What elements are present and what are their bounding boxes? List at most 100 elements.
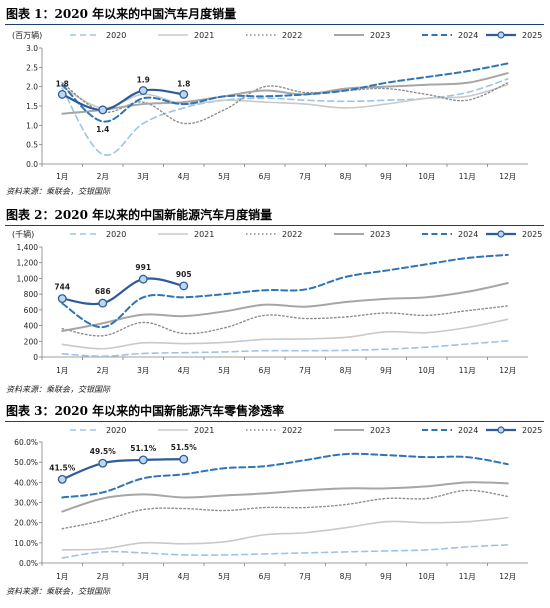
y-tick-label: 0.0% [19,559,38,568]
legend-item-2022: 2022 [246,31,302,40]
data-point-2025 [138,86,148,95]
series-line-2022 [61,489,509,530]
svg-text:2021: 2021 [194,31,214,40]
x-tick-label: 2月 [97,366,109,375]
svg-text:2020: 2020 [106,31,126,40]
data-point-2025 [138,455,148,465]
series-line-2020 [61,78,509,156]
series-line-2025 [61,458,185,481]
series-line-2025 [61,277,185,306]
y-tick-label: 0 [33,353,38,362]
y-tick-label: 1.0 [26,121,38,130]
chart-panel-3: 图表 3：2020 年以来的中国新能源汽车零售渗透率 2020 2021 2022 2… [0,399,550,606]
x-tick-label: 1月 [56,366,68,375]
svg-text:2022: 2022 [282,426,302,435]
x-tick-label: 5月 [218,572,230,581]
y-tick-label: 3.0 [26,44,38,53]
x-tick-label: 3月 [137,572,149,581]
svg-text:2024: 2024 [458,31,478,40]
data-label: 744 [54,283,70,292]
x-tick-label: 12月 [499,366,516,375]
series-line-2023 [61,481,509,513]
chart-title-bar: 图表 2：2020 年以来的中国新能源汽车月度销量 [5,203,544,226]
data-point-2025 [57,474,67,484]
data-point-2025 [179,454,189,464]
y-tick-label: 2.5 [26,63,38,72]
x-tick-label: 10月 [418,366,435,375]
y-tick-label: 1.5 [26,102,38,111]
x-tick-label: 8月 [340,172,352,181]
x-tick-label: 9月 [380,572,392,581]
svg-text:2024: 2024 [458,230,478,239]
chart-title: 图表 1：2020 年以来的中国汽车月度销量 [6,7,237,21]
legend-item-2023: 2023 [334,31,390,40]
legend-item-2021: 2021 [158,426,214,435]
chart-1-plot: (百万辆) 2020 2021 2022 2023 2024 2025 0.0 0.5 1.0 1.… [12,30,542,181]
x-tick-label: 3月 [137,172,149,181]
svg-text:2022: 2022 [282,31,302,40]
y-tick-label: 50.0% [14,458,38,467]
x-tick-label: 9月 [380,366,392,375]
x-tick-label: 12月 [499,172,516,181]
x-tick-label: 1月 [56,572,68,581]
y-tick-label: 1,000 [17,274,39,283]
series-line-2022 [61,305,509,337]
data-label: 686 [95,287,111,296]
data-point-2025 [98,105,108,115]
chart-source: 资料来源：乘联会，交银国际 [6,385,110,394]
series-line-2023 [61,72,509,115]
data-point-2025 [98,298,108,308]
x-tick-label: 11月 [459,572,476,581]
data-point-2025 [98,458,108,468]
legend-item-2020: 2020 [70,426,126,435]
data-point-2025 [179,281,189,291]
x-tick-label: 2月 [97,172,109,181]
svg-text:2020: 2020 [106,230,126,239]
legend-item-2021: 2021 [158,31,214,40]
x-tick-label: 7月 [299,572,311,581]
x-tick-label: 10月 [418,572,435,581]
chart-title: 图表 3：2020 年以来的中国新能源汽车零售渗透率 [6,404,285,418]
legend-item-2022: 2022 [246,426,302,435]
svg-text:2022: 2022 [282,230,302,239]
x-tick-label: 5月 [218,366,230,375]
series-line-2024 [61,452,509,499]
x-tick-label: 6月 [259,572,271,581]
y-tick-label: 10.0% [14,539,38,548]
data-label: 1.4 [96,125,109,134]
y-tick-label: 400 [24,322,39,331]
svg-text:2024: 2024 [458,426,478,435]
chart-title: 图表 2：2020 年以来的中国新能源汽车月度销量 [6,208,273,222]
x-tick-label: 7月 [299,366,311,375]
y-tick-label: 0.0 [26,160,38,169]
x-tick-label: 8月 [340,366,352,375]
chart-title-bar: 图表 3：2020 年以来的中国新能源汽车零售渗透率 [5,399,544,422]
data-point-2025 [57,294,67,303]
svg-text:2023: 2023 [370,31,390,40]
x-tick-label: 2月 [97,572,109,581]
x-tick-label: 11月 [459,172,476,181]
x-tick-label: 7月 [299,172,311,181]
y-tick-label: 0.5 [26,141,38,150]
y-tick-label: 60.0% [14,438,38,447]
data-point-2025 [138,274,148,284]
x-tick-label: 10月 [418,172,435,181]
series-line-2022 [61,82,509,125]
data-point-2025 [179,89,189,99]
data-label: 991 [135,263,151,272]
svg-text:2023: 2023 [370,426,390,435]
legend-item-2020: 2020 [70,31,126,40]
x-tick-label: 11月 [459,366,476,375]
chart-title-bar: 图表 1：2020 年以来的中国汽车月度销量 [5,2,544,25]
y-unit-label: (千辆) [12,229,34,239]
legend-item-2023: 2023 [334,426,390,435]
svg-text:2025: 2025 [522,426,542,435]
data-label: 1.8 [177,79,190,88]
chart-panel-1: 图表 1：2020 年以来的中国汽车月度销量 (百万辆) 2020 2021 2022… [0,2,550,200]
y-unit-label: (百万辆) [12,30,42,40]
series-line-2024 [61,62,509,123]
svg-text:2023: 2023 [370,230,390,239]
svg-text:2021: 2021 [194,230,214,239]
data-label: 1.8 [56,79,69,88]
y-tick-label: 600 [24,306,39,315]
